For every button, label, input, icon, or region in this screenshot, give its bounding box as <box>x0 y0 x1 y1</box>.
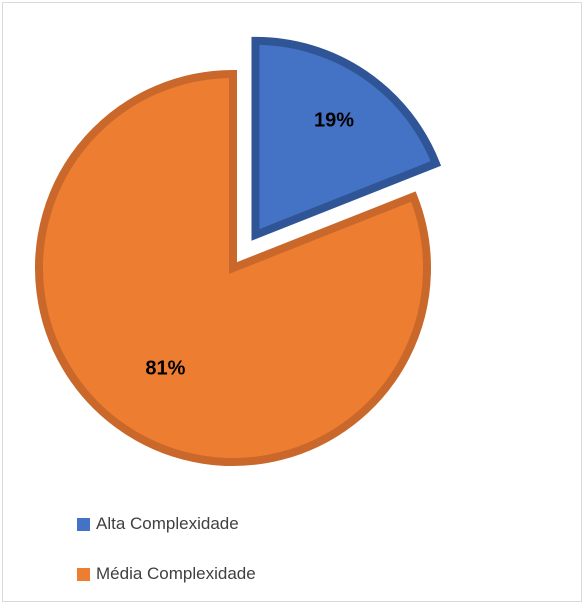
legend-label-alta-complexidade: Alta Complexidade <box>96 514 239 533</box>
data-label-alta-complexidade: 19% <box>314 109 354 131</box>
legend: Alta Complexidade Média Complexidade <box>77 513 256 613</box>
legend-label-media-complexidade: Média Complexidade <box>96 564 256 583</box>
slice-media-complexidade[interactable] <box>35 69 431 466</box>
slice-alta-complexidade[interactable] <box>251 36 442 241</box>
legend-swatch-alta-complexidade <box>77 517 90 531</box>
legend-item-alta-complexidade[interactable]: Alta Complexidade <box>77 513 256 535</box>
legend-item-media-complexidade[interactable]: Média Complexidade <box>77 563 256 585</box>
data-label-media-complexidade: 81% <box>145 357 185 379</box>
pie-chart: 19% 81% <box>35 36 442 466</box>
legend-swatch-media-complexidade <box>77 567 90 581</box>
